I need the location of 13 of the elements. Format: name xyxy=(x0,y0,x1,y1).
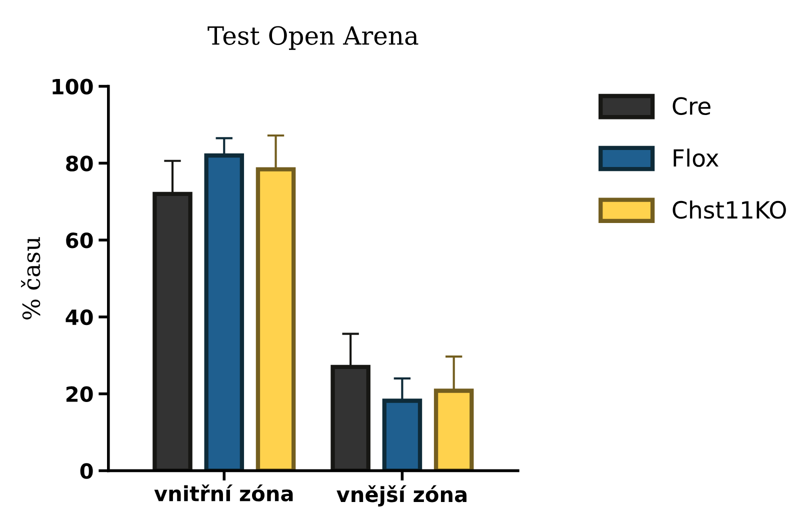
legend-label: Chst11KO xyxy=(672,200,786,219)
x-tick-label: vnější zóna xyxy=(336,485,466,506)
legend-label: Cre xyxy=(672,97,710,115)
y-tick-label: 0 xyxy=(80,463,93,479)
chart-title: Test Open Arena xyxy=(208,26,418,50)
x-tick-label: vnitřní zóna xyxy=(154,484,293,502)
legend-label: Flox xyxy=(674,148,718,167)
y-tick-label: 60 xyxy=(66,232,93,248)
y-tick-label: 40 xyxy=(66,309,93,326)
y-axis-title: % času xyxy=(20,237,40,320)
y-tick-label: 20 xyxy=(66,386,93,402)
y-tick-label: 100 xyxy=(52,78,93,95)
y-tick-label: 80 xyxy=(66,156,93,172)
